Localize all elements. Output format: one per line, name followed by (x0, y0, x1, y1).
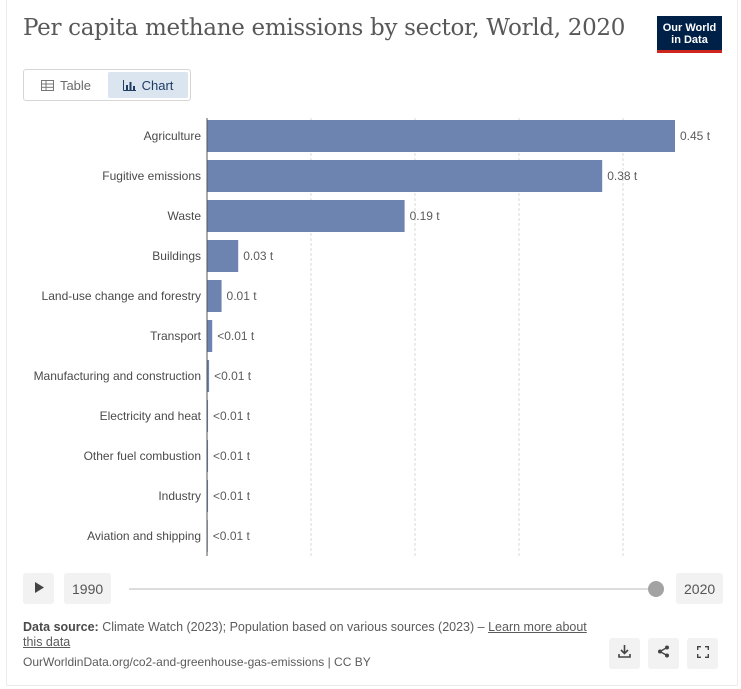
category-label: Industry (158, 489, 201, 503)
data-source: Data source: Climate Watch (2023); Popul… (23, 620, 603, 650)
tab-table-label: Table (59, 77, 92, 93)
source-url: OurWorldinData.org/co2-and-greenhouse-ga… (23, 655, 371, 669)
end-year-label[interactable]: 2020 (676, 573, 724, 604)
tab-chart[interactable]: Chart (108, 72, 188, 98)
data-label: <0.01 t (217, 329, 255, 343)
timeline-track[interactable] (129, 588, 659, 590)
logo-line-1: Our World (662, 22, 717, 34)
category-label: Manufacturing and construction (34, 369, 201, 383)
category-label: Buildings (152, 249, 201, 263)
learn-more-link[interactable]: Learn more about this data (23, 620, 587, 649)
bar (207, 360, 210, 392)
view-tabs: Table Chart (23, 69, 191, 101)
bar (207, 120, 675, 152)
data-label: 0.19 t (410, 209, 441, 223)
data-label: <0.01 t (213, 409, 251, 423)
fullscreen-button[interactable] (687, 638, 718, 669)
source-label: Data source: (23, 620, 99, 634)
bar (207, 160, 603, 192)
chart-title: Per capita methane emissions by sector, … (23, 15, 626, 41)
data-label: <0.01 t (213, 489, 251, 503)
chart-frame (6, 0, 738, 686)
start-year-label[interactable]: 1990 (64, 573, 112, 604)
tab-chart-label: Chart (141, 77, 174, 93)
timeline: 1990 2020 (23, 573, 724, 605)
data-label: 0.45 t (680, 129, 711, 143)
bar (207, 320, 213, 352)
download-button[interactable] (609, 638, 640, 669)
category-label: Agriculture (144, 129, 202, 143)
share-button[interactable] (648, 638, 679, 669)
source-text: Climate Watch (2023); Population based o… (102, 620, 485, 634)
bar-chart: Agriculture 0.45 t Fugitive emissions 0.38 … (34, 118, 711, 556)
logo-line-2: in Data (671, 34, 708, 46)
play-icon (34, 580, 44, 598)
data-label: 0.01 t (227, 289, 258, 303)
category-label: Fugitive emissions (102, 169, 201, 183)
data-label: 0.03 t (243, 249, 274, 263)
download-icon (618, 644, 631, 663)
bar (207, 440, 209, 472)
category-label: Electricity and heat (100, 409, 202, 423)
data-label: 0.38 t (607, 169, 638, 183)
data-label: <0.01 t (214, 369, 252, 383)
chart-icon (122, 79, 136, 91)
bar (207, 240, 239, 272)
bar (207, 280, 222, 312)
category-label: Waste (167, 209, 201, 223)
owid-logo[interactable]: Our World in Data (657, 16, 722, 53)
bar (207, 480, 209, 512)
category-label: Other fuel combustion (84, 449, 201, 463)
action-buttons (609, 638, 718, 669)
data-label: <0.01 t (213, 449, 251, 463)
tab-table[interactable]: Table (26, 72, 106, 98)
bar (207, 400, 209, 432)
data-label: <0.01 t (213, 529, 251, 543)
timeline-handle[interactable] (648, 581, 664, 597)
category-label: Aviation and shipping (87, 529, 201, 543)
play-button[interactable] (23, 573, 54, 604)
table-icon (40, 79, 54, 91)
share-icon (657, 645, 670, 663)
category-label: Land-use change and forestry (42, 289, 201, 303)
category-label: Transport (150, 329, 202, 343)
bar (207, 200, 405, 232)
fullscreen-icon (696, 645, 709, 663)
